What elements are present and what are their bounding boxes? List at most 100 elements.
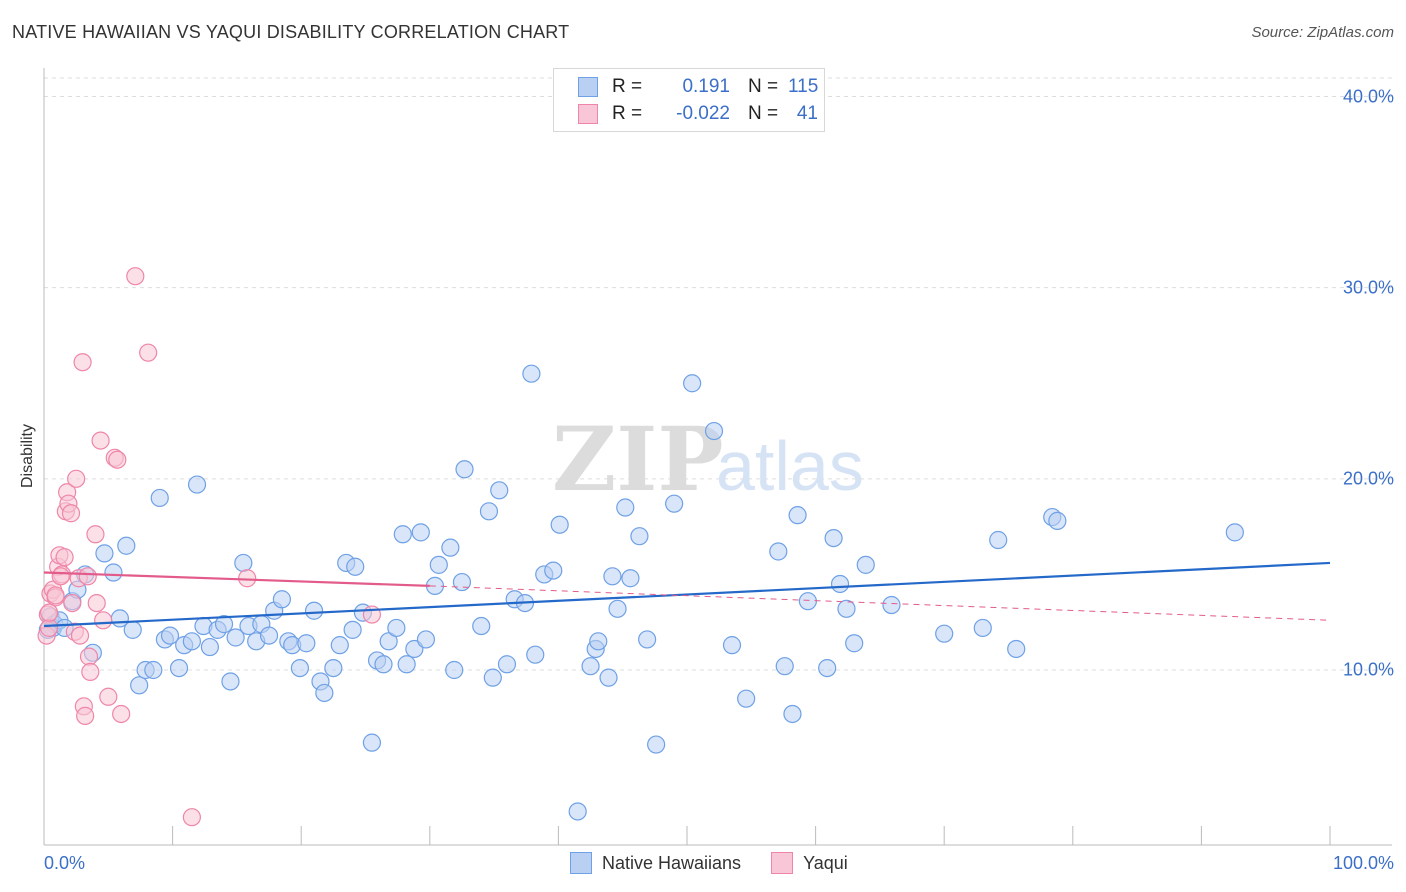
data-point-native-hawaiian bbox=[1048, 511, 1067, 530]
legend-n-value: 41 bbox=[796, 103, 818, 124]
data-point-yaqui bbox=[78, 567, 97, 586]
data-point-yaqui bbox=[94, 611, 113, 630]
data-point-yaqui bbox=[63, 593, 82, 613]
data-point-yaqui bbox=[99, 687, 118, 706]
data-point-native-hawaiian bbox=[737, 689, 756, 708]
data-point-native-hawaiian bbox=[362, 733, 382, 752]
y-tick-label: 30.0% bbox=[1342, 277, 1394, 298]
legend-swatch-blue bbox=[570, 852, 592, 874]
data-point-native-hawaiian bbox=[343, 620, 362, 639]
data-point-native-hawaiian bbox=[387, 618, 406, 638]
data-point-native-hawaiian bbox=[973, 618, 992, 638]
data-point-native-hawaiian bbox=[483, 668, 502, 687]
data-point-native-hawaiian bbox=[297, 634, 316, 653]
data-point-yaqui bbox=[81, 662, 100, 682]
data-point-yaqui bbox=[91, 431, 110, 450]
data-point-native-hawaiian bbox=[882, 595, 901, 615]
legend-row-native-hawaiians: R = 0.191 N = 115 bbox=[578, 75, 818, 99]
data-point-native-hawaiian bbox=[324, 658, 343, 678]
data-point-native-hawaiian bbox=[150, 488, 169, 508]
data-point-native-hawaiian bbox=[104, 563, 123, 582]
chart-title: NATIVE HAWAIIAN VS YAQUI DISABILITY CORR… bbox=[12, 22, 570, 42]
data-point-native-hawaiian bbox=[182, 632, 201, 651]
data-point-native-hawaiian bbox=[144, 660, 163, 680]
data-point-native-hawaiian bbox=[603, 567, 622, 586]
legend-r-label: R = bbox=[612, 103, 643, 124]
data-point-native-hawaiian bbox=[1225, 523, 1244, 542]
data-point-native-hawaiian bbox=[845, 634, 864, 653]
trend-line-yaqui-extension bbox=[429, 585, 1331, 621]
data-point-native-hawaiian bbox=[599, 668, 618, 687]
data-point-native-hawaiian bbox=[214, 615, 234, 634]
data-point-native-hawaiian bbox=[374, 655, 393, 674]
data-point-native-hawaiian bbox=[393, 525, 412, 544]
legend-r-value: -0.022 bbox=[676, 103, 730, 124]
data-point-native-hawaiian bbox=[445, 660, 464, 680]
data-point-native-hawaiian bbox=[411, 523, 430, 542]
data-point-native-hawaiian bbox=[397, 655, 416, 674]
data-point-native-hawaiian bbox=[346, 557, 365, 576]
data-point-yaqui bbox=[70, 626, 90, 645]
data-point-native-hawaiian bbox=[315, 683, 334, 703]
data-point-native-hawaiian bbox=[544, 561, 563, 580]
data-point-native-hawaiian bbox=[722, 636, 742, 655]
data-point-yaqui bbox=[126, 267, 145, 286]
data-point-native-hawaiian bbox=[455, 460, 474, 479]
series-legend-native-hawaiians[interactable]: Native Hawaiians bbox=[570, 852, 741, 874]
data-point-native-hawaiian bbox=[775, 657, 794, 676]
data-point-native-hawaiian bbox=[856, 555, 875, 574]
data-point-native-hawaiian bbox=[379, 632, 398, 651]
data-point-native-hawaiian bbox=[665, 494, 684, 513]
series-legend-yaqui[interactable]: Yaqui bbox=[771, 852, 848, 874]
data-point-yaqui bbox=[182, 808, 201, 827]
trend-line-native-hawaiians bbox=[43, 561, 1331, 628]
data-point-yaqui bbox=[238, 569, 257, 588]
data-point-native-hawaiian bbox=[589, 632, 608, 651]
data-point-native-hawaiian bbox=[479, 502, 499, 521]
data-point-native-hawaiian bbox=[290, 658, 310, 678]
data-point-yaqui bbox=[51, 567, 70, 586]
data-point-native-hawaiian bbox=[989, 530, 1008, 550]
data-point-native-hawaiian bbox=[117, 536, 136, 555]
series-name: Yaqui bbox=[803, 852, 848, 873]
data-point-native-hawaiian bbox=[824, 528, 843, 548]
series-name: Native Hawaiians bbox=[602, 852, 742, 873]
legend-n-label: N = bbox=[748, 76, 779, 97]
watermark-zip: ZIP bbox=[552, 407, 724, 511]
data-point-native-hawaiian bbox=[522, 364, 541, 383]
trend-line-yaqui bbox=[43, 571, 430, 587]
legend-swatch-blue bbox=[578, 77, 598, 97]
data-point-yaqui bbox=[46, 586, 65, 605]
data-point-native-hawaiian bbox=[581, 657, 600, 676]
data-point-native-hawaiian bbox=[234, 553, 253, 573]
data-point-yaqui bbox=[86, 525, 105, 544]
data-point-native-hawaiian bbox=[330, 636, 349, 655]
data-point-native-hawaiian bbox=[441, 538, 460, 557]
data-point-native-hawaiian bbox=[788, 506, 807, 525]
legend-swatch-pink bbox=[578, 104, 598, 124]
data-point-yaqui bbox=[76, 706, 95, 725]
data-point-native-hawaiian bbox=[472, 616, 491, 636]
data-point-native-hawaiian bbox=[683, 374, 702, 393]
data-point-yaqui bbox=[112, 704, 131, 724]
data-point-native-hawaiian bbox=[200, 637, 219, 657]
chart-source: Source: ZipAtlas.com bbox=[1251, 24, 1394, 41]
y-tick-label: 40.0% bbox=[1342, 86, 1394, 107]
data-point-yaqui bbox=[40, 618, 59, 638]
data-point-native-hawaiian bbox=[490, 481, 509, 500]
data-point-native-hawaiian bbox=[638, 630, 657, 649]
legend-swatch-pink bbox=[771, 852, 794, 874]
series-legend: Native Hawaiians Yaqui bbox=[570, 852, 878, 874]
y-tick-label: 10.0% bbox=[1342, 659, 1394, 680]
data-point-native-hawaiian bbox=[497, 655, 517, 674]
data-point-native-hawaiian bbox=[568, 802, 587, 821]
x-tick-label: 100.0% bbox=[1332, 853, 1394, 873]
data-point-native-hawaiian bbox=[95, 544, 114, 563]
data-point-native-hawaiian bbox=[608, 599, 627, 618]
legend-n-label: N = bbox=[748, 103, 779, 124]
data-point-native-hawaiian bbox=[221, 672, 240, 691]
data-point-native-hawaiian bbox=[187, 475, 207, 494]
data-point-native-hawaiian bbox=[769, 542, 788, 561]
data-point-native-hawaiian bbox=[837, 599, 856, 618]
